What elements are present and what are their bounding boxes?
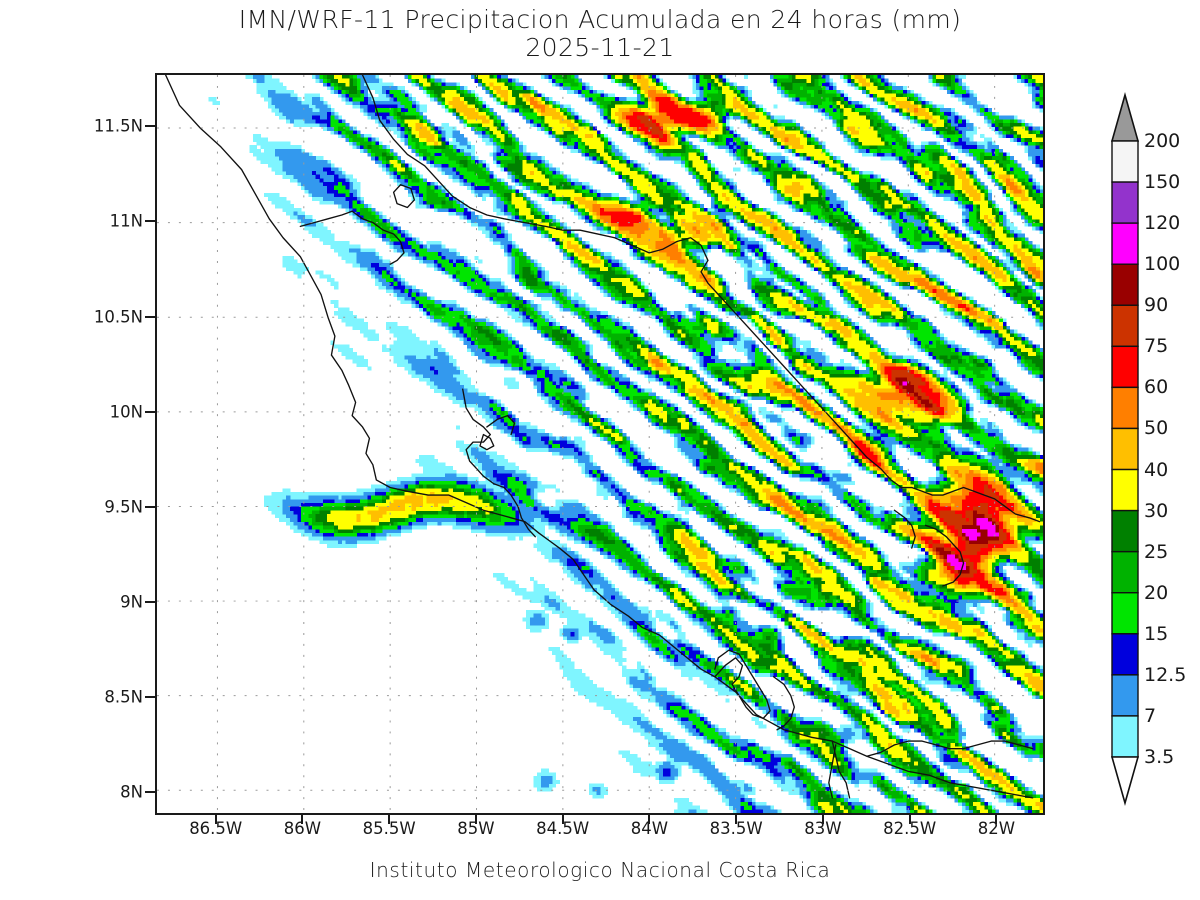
- y-tick-label: 11.5N: [93, 116, 143, 136]
- x-tick-label: 84.5W: [536, 819, 590, 838]
- map-canvas: [157, 75, 1043, 813]
- y-tick-mark: [145, 600, 155, 603]
- y-tick-mark: [145, 220, 155, 223]
- y-tick-label: 11N: [109, 211, 143, 231]
- y-tick-label: 9.5N: [104, 497, 143, 517]
- chart-title-block: IMN/WRF-11 Precipitacion Acumulada en 24…: [0, 6, 1200, 62]
- x-tick-label: 85.5W: [362, 819, 416, 838]
- map-plot-area[interactable]: [155, 73, 1045, 815]
- colorbar-tick-label: 40: [1144, 458, 1169, 481]
- colorbar-tick-label: 12.5: [1144, 663, 1187, 686]
- x-tick-mark: [648, 815, 651, 824]
- colorbar-tick-label: 150: [1144, 171, 1181, 194]
- x-tick-label: 86W: [283, 819, 322, 838]
- y-tick-label: 10N: [109, 402, 143, 422]
- colorbar-tick-label: 3.5: [1144, 746, 1175, 768]
- x-tick-label: 84W: [630, 819, 669, 838]
- x-tick-mark: [908, 815, 911, 824]
- gridlines: [157, 75, 1043, 813]
- y-tick-mark: [145, 696, 155, 699]
- y-tick-mark: [145, 125, 155, 128]
- page-title: IMN/WRF-11 Precipitacion Acumulada en 24…: [238, 5, 962, 34]
- colorbar-tick-label: 30: [1144, 499, 1169, 522]
- coastline-overlay: [164, 75, 1041, 799]
- colorbar-tick-label: 50: [1144, 417, 1169, 440]
- y-tick-label: 10.5N: [93, 307, 143, 327]
- x-tick-label: 82.5W: [883, 819, 937, 838]
- y-tick-mark: [145, 505, 155, 508]
- colorbar-tick-label: 60: [1144, 376, 1169, 399]
- x-tick-mark: [474, 815, 477, 824]
- x-tick-label: 83.5W: [709, 819, 763, 838]
- y-tick-mark: [145, 791, 155, 794]
- x-tick-label: 86.5W: [189, 819, 243, 838]
- x-tick-mark: [561, 815, 564, 824]
- x-tick-mark: [388, 815, 391, 824]
- x-tick-label: 85W: [457, 819, 495, 838]
- x-tick-mark: [214, 815, 217, 824]
- x-tick-mark: [995, 815, 998, 824]
- chart-subtitle-date: 2025-11-21: [525, 33, 675, 62]
- colorbar-tick-label: 120: [1144, 212, 1181, 235]
- colorbar-tick-label: 200: [1144, 130, 1181, 152]
- colorbar-tick-label: 75: [1144, 335, 1169, 358]
- x-tick-mark: [301, 815, 304, 824]
- x-tick-mark: [735, 815, 738, 824]
- footer-attribution: Instituto Meteorologico Nacional Costa R…: [369, 858, 831, 882]
- y-tick-label: 8.5N: [104, 687, 143, 707]
- colorbar-tick-label: 25: [1144, 540, 1169, 563]
- x-tick-label: 82W: [977, 819, 1016, 838]
- colorbar-tick-label: 100: [1144, 253, 1181, 276]
- colorbar-tick-label: 15: [1144, 622, 1169, 645]
- x-tick-mark: [821, 815, 824, 824]
- y-tick-label: 9N: [120, 592, 143, 612]
- colorbar[interactable]: 200 150 120 100 90 75 60 50 40 30 25 20 15 12.5 7 3.5: [1108, 86, 1200, 812]
- colorbar-tick-label: 20: [1144, 581, 1169, 604]
- x-tick-label: 83W: [804, 819, 842, 838]
- colorbar-tick-label: 90: [1144, 294, 1169, 317]
- y-tick-label: 8N: [120, 782, 143, 802]
- y-tick-mark: [145, 315, 155, 318]
- colorbar-tick-label: 7: [1144, 704, 1157, 727]
- colorbar-swatches: [1110, 92, 1140, 806]
- y-tick-mark: [145, 410, 155, 413]
